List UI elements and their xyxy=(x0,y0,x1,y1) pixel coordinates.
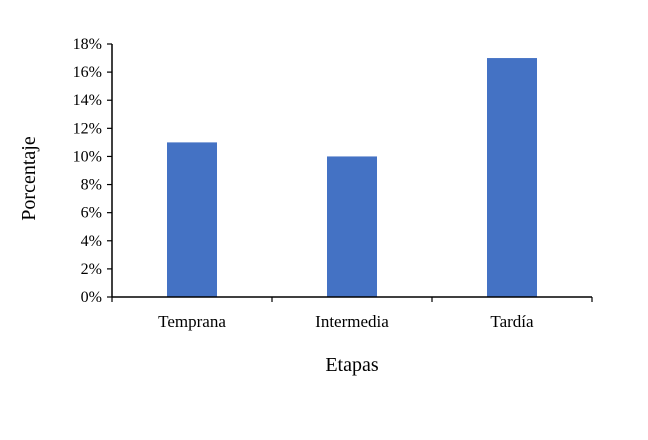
y-tick-label: 14% xyxy=(73,92,102,109)
y-tick-label: 16% xyxy=(73,64,102,81)
bar-series xyxy=(167,58,537,297)
y-axis-title: Porcentaje xyxy=(18,136,40,221)
bar xyxy=(167,142,217,297)
y-tick-label: 8% xyxy=(81,177,102,194)
y-tick-label: 0% xyxy=(81,289,102,306)
y-tick-label: 4% xyxy=(81,233,102,250)
x-axis-title: Etapas xyxy=(325,354,379,376)
y-tick-label: 2% xyxy=(81,261,102,278)
y-axis-ticks: 0% 2% 4% 6% 8% 10% 12% 14% 16% 18% xyxy=(73,36,112,306)
bar xyxy=(327,156,377,297)
x-axis-category-labels: Temprana Intermedia Tardía xyxy=(158,312,534,331)
y-tick-label: 18% xyxy=(73,36,102,53)
x-category-label: Temprana xyxy=(158,312,226,331)
bar xyxy=(487,58,537,297)
x-category-label: Tardía xyxy=(490,312,534,331)
y-tick-label: 12% xyxy=(73,120,102,137)
x-category-label: Intermedia xyxy=(315,312,389,331)
y-tick-label: 10% xyxy=(73,148,102,165)
y-tick-label: 6% xyxy=(81,205,102,222)
x-axis-ticks xyxy=(111,297,593,302)
